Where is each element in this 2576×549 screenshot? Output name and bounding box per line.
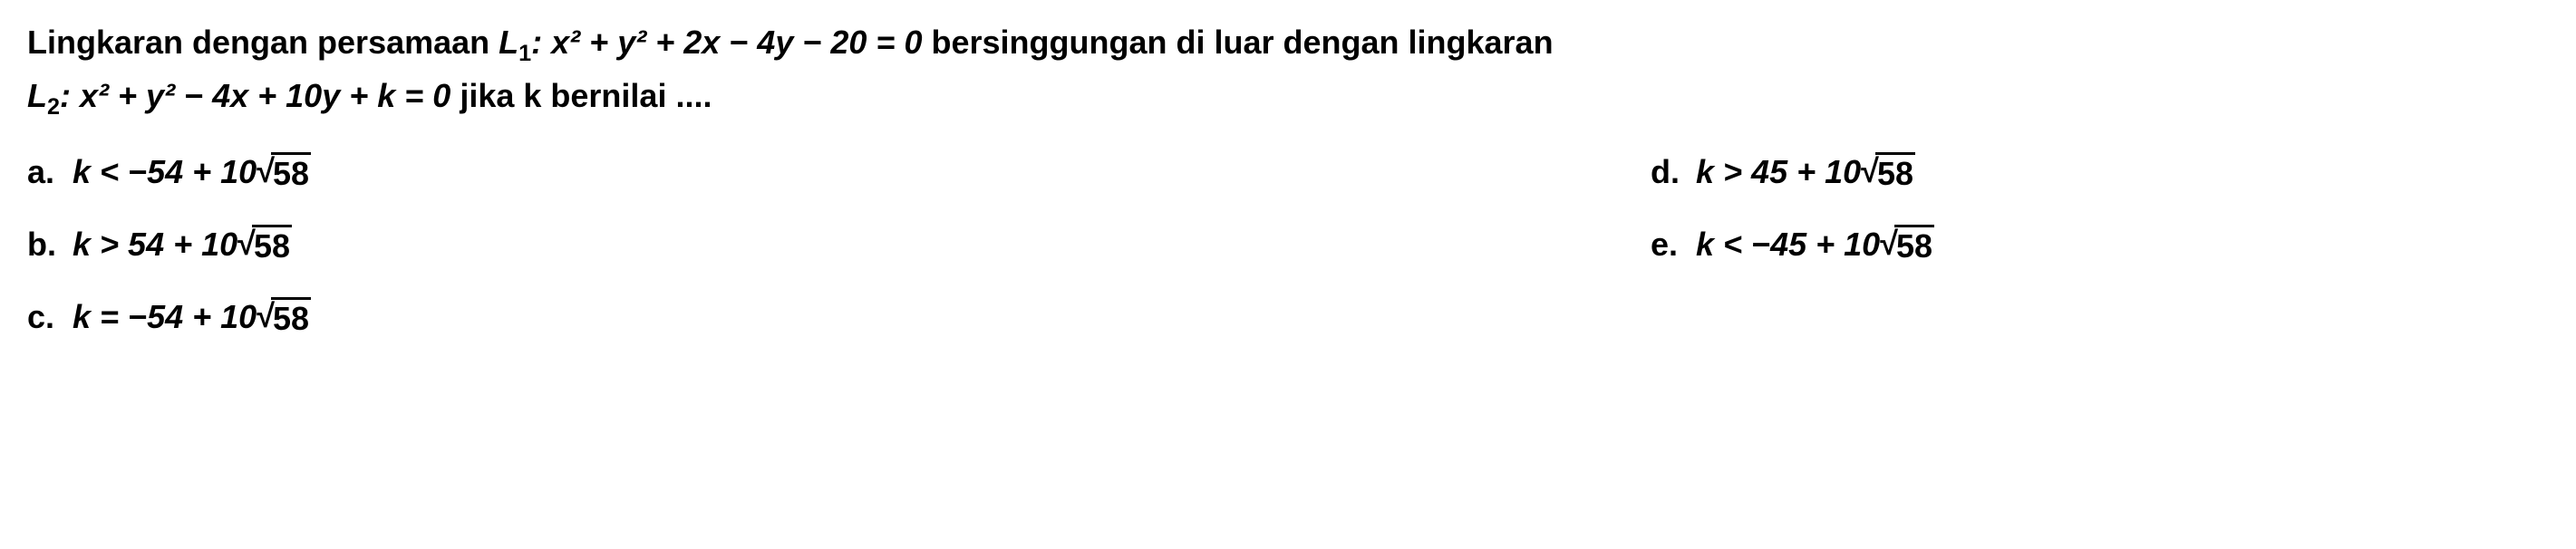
option-c-label: c. [27,298,59,336]
option-b-prefix: k > 54 + 10 [73,226,237,264]
option-d: d. k > 45 + 10 √ 58 [1651,152,2549,193]
eq2-sub: 2 [47,94,60,120]
question-part3: jika k bernilai .... [460,77,712,114]
option-a: a. k < −54 + 10 √ 58 [27,152,925,193]
option-a-sqrt: 58 [271,152,311,193]
question-text: Lingkaran dengan persamaan L1: x² + y² +… [27,18,2549,125]
radical-icon: √ [1880,225,1898,263]
radical-icon: √ [257,152,275,190]
option-e-prefix: k < −45 + 10 [1696,226,1880,264]
question-part2: bersinggungan di luar dengan lingkaran [931,24,1553,61]
sqrt-icon: √ 58 [257,152,311,193]
eq2-body: : x² + y² − 4x + 10y + k = 0 [60,77,450,114]
option-d-sqrt: 58 [1875,152,1915,193]
eq1-sub: 1 [518,41,531,66]
option-e-sqrt: 58 [1894,225,1934,265]
option-e: e. k < −45 + 10 √ 58 [1651,225,2549,265]
option-c-sqrt: 58 [271,297,311,338]
option-c: c. k = −54 + 10 √ 58 [27,297,925,338]
radical-icon: √ [1861,152,1879,190]
sqrt-icon: √ 58 [1861,152,1915,193]
sqrt-icon: √ 58 [237,225,292,265]
sqrt-icon: √ 58 [1880,225,1934,265]
option-a-prefix: k < −54 + 10 [73,153,257,191]
option-b: b. k > 54 + 10 √ 58 [27,225,925,265]
option-a-label: a. [27,153,59,191]
option-d-label: d. [1651,153,1682,191]
sqrt-icon: √ 58 [257,297,311,338]
option-e-label: e. [1651,226,1682,264]
radical-icon: √ [237,225,256,263]
option-b-sqrt: 58 [252,225,292,265]
eq1-label: L [499,24,518,61]
question-part1: Lingkaran dengan persamaan [27,24,499,61]
options-right-column: d. k > 45 + 10 √ 58 e. k < −45 + 10 √ 58 [925,152,2549,338]
options-container: a. k < −54 + 10 √ 58 b. k > 54 + 10 √ 58… [27,152,2549,338]
eq1-body: : x² + y² + 2x − 4y − 20 = 0 [531,24,922,61]
eq2-label: L [27,77,47,114]
option-c-prefix: k = −54 + 10 [73,298,257,336]
option-b-label: b. [27,226,59,264]
option-d-prefix: k > 45 + 10 [1696,153,1861,191]
radical-icon: √ [257,297,275,335]
options-left-column: a. k < −54 + 10 √ 58 b. k > 54 + 10 √ 58… [27,152,925,338]
